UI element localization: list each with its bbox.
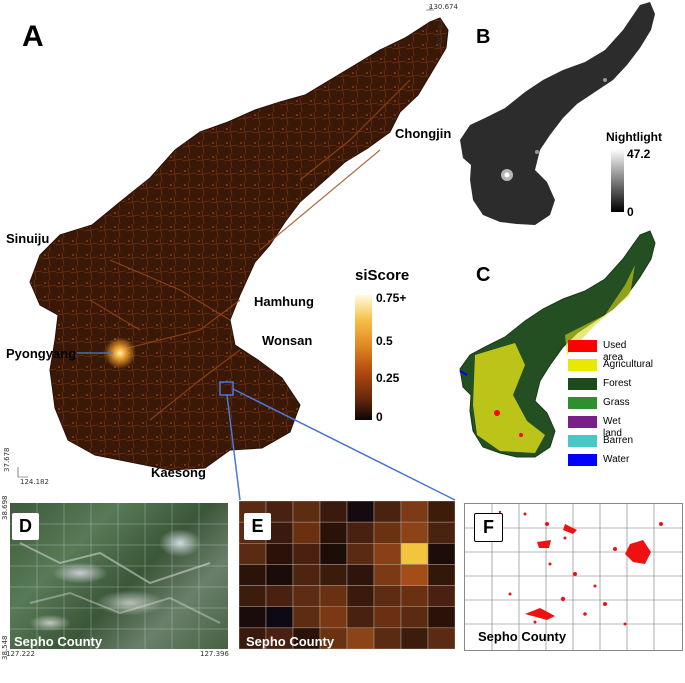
panel-d-label: D [12, 513, 39, 540]
grid-cell [346, 521, 375, 544]
grid-cell [292, 501, 321, 523]
siscore-colorbar [355, 295, 372, 420]
siscore-tick-075: 0.75+ [376, 291, 407, 305]
grid-cell [239, 585, 267, 607]
grid-cell [373, 606, 402, 629]
grid-cell [427, 543, 455, 565]
grid-cell [346, 606, 375, 629]
coord-bottom-lon: 124.182 [20, 478, 49, 486]
grid-cell [265, 564, 294, 586]
grid-cell [400, 585, 429, 607]
city-chongjin: Chongjin [395, 126, 452, 141]
grid-cell [292, 585, 321, 607]
grid-cell [400, 627, 429, 649]
city-hamhung: Hamhung [254, 294, 314, 309]
panel-d-county: Sepho County [14, 634, 103, 649]
grid-cell [373, 585, 402, 607]
siscore-tick-025: 0.25 [376, 371, 400, 385]
d-coord-right-lon: 127.396 [200, 650, 229, 658]
grid-cell [427, 521, 455, 544]
coord-top-lat: 43.006 [435, 24, 443, 49]
panel-c-label: C [476, 264, 491, 286]
grid-cell [373, 501, 402, 523]
north-korea-outline [29, 17, 449, 471]
city-kaesong: Kaesong [151, 465, 206, 480]
city-pyongyang: Pyongyang [6, 346, 77, 361]
grid-cell [292, 543, 321, 565]
grid-cell [373, 543, 402, 565]
siscore-tick-0: 0 [376, 410, 383, 424]
siscore-detail-grid [239, 501, 455, 649]
grid-cell [373, 521, 402, 544]
d-coord-top-lat: 38.698 [1, 495, 9, 521]
grid-cell [292, 606, 321, 629]
d-coord-left-lon: 127.222 [6, 650, 35, 658]
nightlight-min: 0 [627, 205, 634, 219]
grid-cell [427, 564, 455, 586]
grid-cell [265, 543, 294, 565]
nightlight-map [460, 2, 655, 225]
grid-cell [400, 501, 429, 523]
grid-cell [265, 585, 294, 607]
grid-cell [427, 501, 455, 523]
panel-b-label: B [476, 26, 491, 48]
grid-cell [400, 543, 429, 565]
grid-cell [319, 564, 348, 586]
grid-cell [292, 521, 321, 544]
grid-cell [400, 564, 429, 586]
landcover-map [459, 230, 656, 458]
siscore-tick-05: 0.5 [376, 334, 393, 348]
satellite-image [10, 503, 228, 649]
grid-cell [373, 627, 402, 649]
grid-cell [319, 585, 348, 607]
city-sinuiju: Sinuiju [6, 231, 50, 246]
city-wonsan: Wonsan [262, 333, 313, 348]
study-area-box [219, 381, 234, 396]
grid-cell [346, 564, 375, 586]
pyongyang-glow [104, 337, 136, 369]
coord-top-lon: 130.674 [429, 3, 458, 11]
grid-cell [319, 606, 348, 629]
panel-a-label: A [22, 20, 44, 53]
nightlight-max: 47.2 [627, 147, 651, 161]
nightlight-colorbar [611, 149, 624, 212]
siscore-legend-title: siScore [355, 267, 410, 284]
grid-cell [346, 501, 375, 523]
grid-cell [319, 543, 348, 565]
grid-cell [400, 521, 429, 544]
nightlight-title: Nightlight [606, 130, 662, 144]
grid-cell [239, 543, 267, 565]
grid-cell [427, 627, 455, 649]
panel-e-county: Sepho County [246, 634, 335, 649]
grid-cell [239, 564, 267, 586]
landcover-legend: Used area Agricultural Forest Grass Wet … [568, 340, 678, 475]
grid-cell [319, 501, 348, 523]
panel-f-label: F [474, 513, 503, 542]
grid-cell [346, 543, 375, 565]
grid-cell [265, 606, 294, 629]
grid-cell [239, 606, 267, 629]
grid-cell [400, 606, 429, 629]
grid-cell [319, 521, 348, 544]
panel-f-county: Sepho County [478, 629, 567, 644]
coord-bottom-lat: 37.678 [3, 447, 11, 473]
grid-cell [373, 564, 402, 586]
grid-cell [346, 627, 375, 649]
panel-e-label: E [244, 513, 271, 540]
grid-cell [427, 606, 455, 629]
grid-cell [346, 585, 375, 607]
grid-cell [427, 585, 455, 607]
grid-cell [292, 564, 321, 586]
